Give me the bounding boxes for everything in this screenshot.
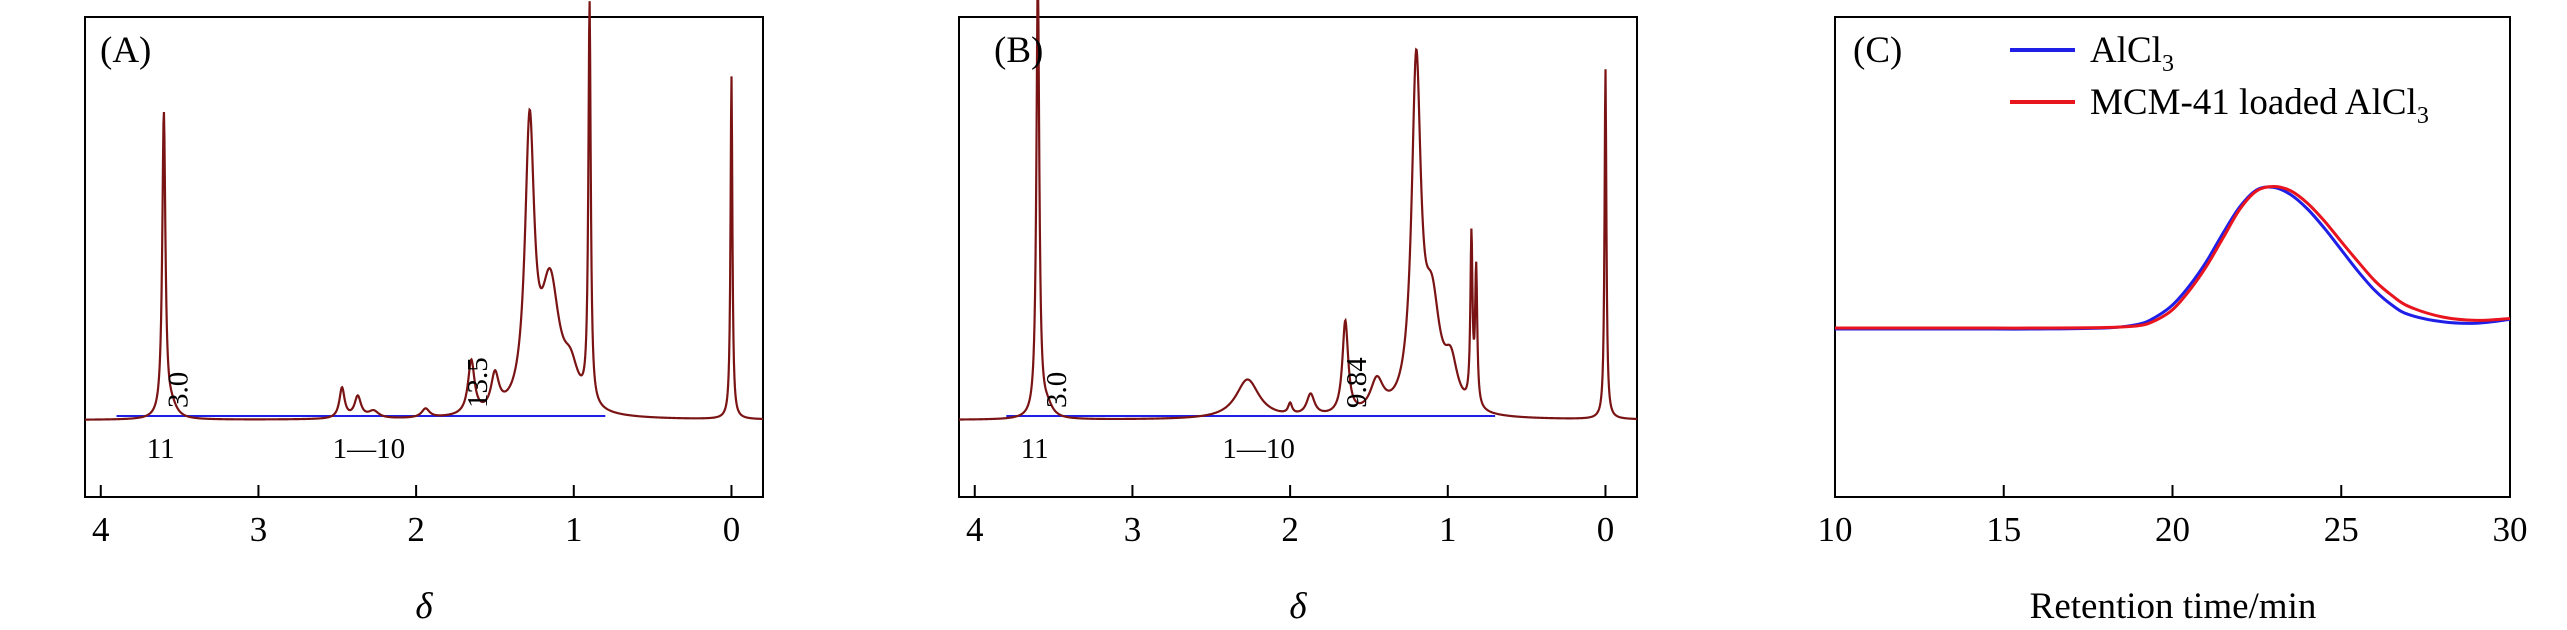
region-label: 11 [1021,433,1049,465]
x-tick-label: 10 [1818,510,1853,549]
panel-label: (B) [994,30,1043,71]
panel-a: 4 3 2 1 0 3.0 11 1—10 13.5 (A) δ [84,1,764,627]
region-label: 11 [147,433,175,465]
x-tick-label: 0 [723,510,741,549]
panel-a-marks: 4 3 2 1 0 3.0 11 1—10 13.5 [85,1,764,549]
panel-c: 10 15 20 25 30 (C) Retention time/min AlCl3 … [1818,16,2528,627]
panel-b: 4 3 2 1 0 3.0 11 1—10 9.84 (B) δ [958,0,1638,627]
region-label: 1—10 [333,433,406,465]
spectrum-line [85,1,764,421]
spectrum-line [959,0,1638,421]
region-label: 1—10 [1222,433,1295,465]
legend-entry-1: AlCl3 [2090,30,2174,77]
x-tick-label: 15 [1986,510,2021,549]
x-tick-label: 2 [1281,510,1299,549]
x-tick-label: 30 [2493,510,2528,549]
series-line-2 [1834,184,2511,330]
integral-label: 3.0 [162,372,194,408]
x-tick-label: 0 [1597,510,1615,549]
integral-label: 13.5 [462,357,494,408]
panel-b-marks: 4 3 2 1 0 3.0 11 1—10 9.84 [959,0,1638,549]
x-tick-label: 1 [1439,510,1457,549]
legend: AlCl3 MCM-41 loaded AlCl3 [2010,30,2429,129]
x-tick-label: 4 [92,510,110,549]
x-tick-label: 3 [250,510,268,549]
x-tick-label: 1 [565,510,583,549]
x-tick-label: 20 [2155,510,2190,549]
x-tick-label: 2 [407,510,425,549]
x-tick-label: 3 [1124,510,1142,549]
plot-frame [958,16,1638,498]
x-axis-title: Retention time/min [2030,586,2317,627]
x-tick-label: 25 [2324,510,2359,549]
x-axis-title: δ [415,586,433,627]
panel-label: (C) [1853,30,1902,71]
integral-label: 3.0 [1041,372,1073,408]
plot-frame [84,16,764,498]
x-axis-title: δ [1289,586,1307,627]
integral-label: 9.84 [1341,357,1373,408]
legend-entry-2: MCM-41 loaded AlCl3 [2090,82,2429,129]
panel-c-marks: 10 15 20 25 30 [1818,184,2528,549]
panel-label: (A) [100,30,151,71]
x-tick-label: 4 [966,510,984,549]
